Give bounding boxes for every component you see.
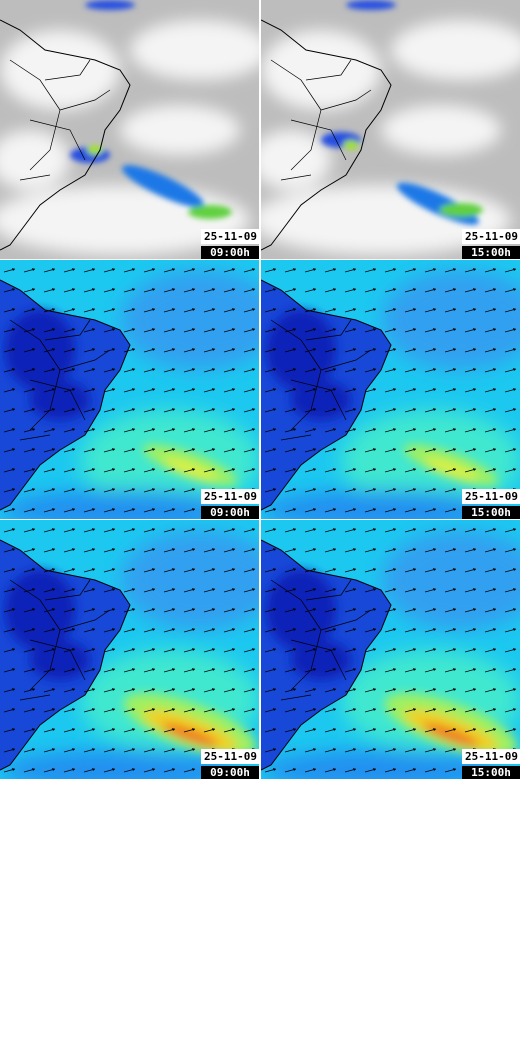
- satellite-image: [261, 0, 520, 259]
- wind-map: [0, 520, 259, 779]
- time-label: 15:00h: [462, 766, 520, 779]
- time-label: 15:00h: [462, 246, 520, 259]
- time-label: 09:00h: [201, 246, 259, 259]
- map-panel: 25-11-09 09:00h: [0, 520, 259, 779]
- date-label: 25-11-09: [201, 489, 259, 504]
- wind-map: [261, 260, 520, 519]
- map-panel: 25-11-09 15:00h: [261, 260, 520, 519]
- wind-map: [261, 520, 520, 779]
- map-panel: 25-11-09 15:00h: [261, 520, 520, 779]
- satellite-image: [0, 0, 259, 259]
- date-label: 25-11-09: [201, 229, 259, 244]
- time-label: 15:00h: [462, 506, 520, 519]
- date-label: 25-11-09: [462, 489, 520, 504]
- date-label: 25-11-09: [201, 749, 259, 764]
- date-label: 25-11-09: [462, 229, 520, 244]
- time-label: 09:00h: [201, 766, 259, 779]
- map-panel: 25-11-09 09:00h: [0, 260, 259, 519]
- map-panel: 25-11-09 09:00h: [0, 0, 259, 259]
- time-label: 09:00h: [201, 506, 259, 519]
- map-panel: 25-11-09 15:00h: [261, 0, 520, 259]
- wind-map: [0, 260, 259, 519]
- date-label: 25-11-09: [462, 749, 520, 764]
